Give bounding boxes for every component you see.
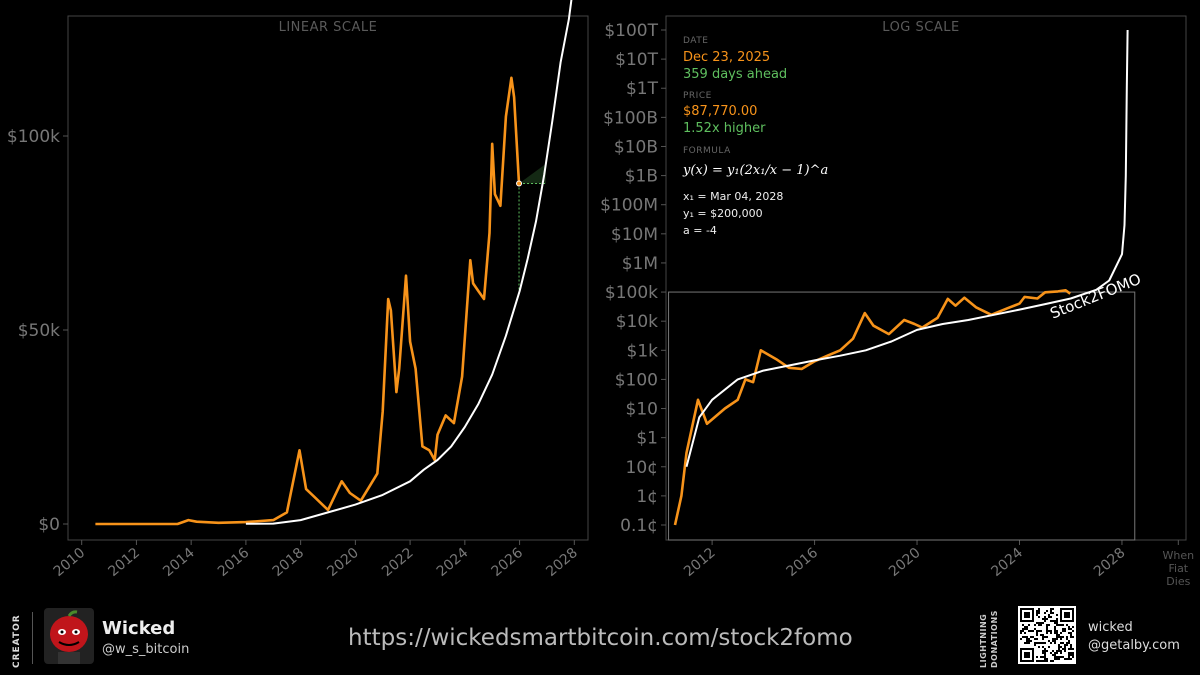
- btc-price-line: [95, 76, 521, 526]
- x-tick-label: 2018: [270, 545, 308, 580]
- when-fiat-dies-word: When: [1163, 549, 1195, 562]
- y-tick-label: $50k: [18, 321, 60, 341]
- date-value: Dec 23, 2025: [683, 50, 770, 65]
- x-tick-label: 2016: [215, 545, 253, 580]
- formula: y(x) = y₁(2x₁/x − 1)^a: [682, 163, 828, 178]
- website-link[interactable]: https://wickedsmartbitcoin.com/stock2fom…: [348, 625, 853, 651]
- x-tick-label: 2012: [105, 545, 143, 580]
- lightning-name: wicked: [1088, 620, 1133, 635]
- when-fiat-dies-word: Dies: [1166, 575, 1190, 588]
- x-tick-label: 2024: [988, 545, 1026, 580]
- linear-chart-title: LINEAR SCALE: [279, 20, 378, 35]
- y-tick-label: $1M: [622, 254, 658, 274]
- linear-chart: LINEAR SCALE $0 $50k $100k 2010 2012 2014 201…: [7, 0, 589, 580]
- y-tick-label: 0.1¢: [620, 516, 658, 536]
- linear-chart-frame: [67, 15, 589, 541]
- y-tick-label: $10B: [614, 137, 658, 157]
- formula-label: FORMULA: [683, 146, 731, 156]
- y-tick-label: $100M: [600, 196, 658, 216]
- y-tick-label: $100T: [604, 21, 658, 41]
- stock2fomo-curve-label: Stock2FOMO: [1048, 270, 1144, 323]
- x-tick-label: 2026: [489, 545, 527, 580]
- charts-canvas: LINEAR SCALE $0 $50k $100k 2010 2012 2014 201…: [7, 0, 1195, 588]
- price-multiple: 1.52x higher: [683, 121, 766, 136]
- y-tick-label: $100k: [605, 283, 658, 303]
- x-tick-label: 2028: [543, 545, 581, 580]
- lightning-address[interactable]: @getalby.com: [1088, 638, 1180, 653]
- log-chart-title: LOG SCALE: [882, 20, 959, 35]
- y-tick-label: $100B: [603, 108, 658, 128]
- x-tick-label: 2010: [51, 545, 89, 580]
- y-tick-label: 10¢: [626, 458, 658, 478]
- btc-price-line-log: [673, 289, 1071, 526]
- log-chart: LOG SCALE 0.1¢ 1¢ 10¢ $1 $10 $100 $1k $10k $100k…: [600, 15, 1195, 588]
- creator-label: CREATOR: [12, 614, 22, 668]
- y-tick-label: $0: [38, 515, 60, 535]
- date-ahead: 359 days ahead: [683, 67, 787, 82]
- param-y1: y₁ = $200,000: [683, 207, 763, 220]
- y-tick-label: $10: [626, 400, 658, 420]
- y-tick-label: $1: [636, 429, 658, 449]
- stock2fomo-curve-log: [685, 29, 1129, 468]
- y-tick-label: $1T: [626, 79, 659, 99]
- y-tick-label: $10k: [616, 312, 658, 332]
- when-fiat-dies-word: Fiat: [1168, 562, 1188, 575]
- y-tick-label: 1¢: [636, 487, 658, 507]
- creator-avatar[interactable]: [44, 608, 94, 664]
- lightning-donations-label: LIGHTNING DONATIONS: [979, 610, 999, 668]
- y-tick-label: $10T: [615, 50, 658, 70]
- param-a: a = -4: [683, 224, 717, 237]
- price-label: PRICE: [683, 91, 712, 101]
- y-tick-label: $100: [615, 370, 658, 390]
- qr-code[interactable]: [1018, 606, 1076, 664]
- y-tick-label: $10M: [611, 225, 658, 245]
- x-tick-label: 2022: [379, 545, 417, 580]
- x-tick-label: 2012: [681, 545, 719, 580]
- x-tick-label: 2020: [886, 545, 924, 580]
- param-x1: x₁ = Mar 04, 2028: [683, 190, 783, 203]
- linear-range-box: [668, 291, 1136, 541]
- current-price-marker: [516, 180, 523, 187]
- creator-handle[interactable]: @w_s_bitcoin: [102, 642, 190, 657]
- creator-divider: [32, 612, 33, 664]
- creator-name: Wicked: [102, 618, 176, 639]
- y-tick-label: $100k: [7, 127, 60, 147]
- x-tick-label: 2020: [324, 545, 362, 580]
- x-tick-label: 2016: [784, 545, 822, 580]
- stock2fomo-curve: [245, 0, 573, 525]
- x-tick-label: 2014: [160, 545, 198, 580]
- date-label: DATE: [683, 36, 708, 46]
- x-tick-label: 2024: [434, 545, 472, 580]
- x-tick-label: 2028: [1091, 545, 1129, 580]
- log-chart-frame: [665, 15, 1187, 541]
- y-tick-label: $1B: [625, 167, 658, 187]
- gain-shading: [519, 163, 546, 184]
- info-panel: DATE Dec 23, 2025 359 days ahead PRICE $…: [682, 36, 828, 237]
- price-value: $87,770.00: [683, 104, 757, 119]
- y-tick-label: $1k: [627, 341, 659, 361]
